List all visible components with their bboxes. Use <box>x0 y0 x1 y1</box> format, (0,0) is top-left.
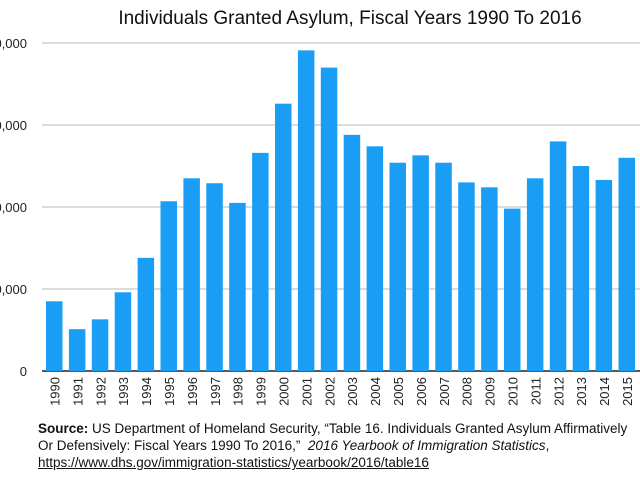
y-tick-label: 0 <box>20 364 27 379</box>
y-tick-label: 30,000 <box>0 118 27 133</box>
x-tick-label: 2009 <box>483 377 498 406</box>
x-tick-label: 2014 <box>597 377 612 406</box>
bar-2007 <box>435 162 452 371</box>
bar-chart: Individuals Granted Asylum, Fiscal Years… <box>0 8 640 406</box>
bar-1993 <box>114 292 132 371</box>
bar-1991 <box>68 329 86 371</box>
bar-2005 <box>389 162 406 371</box>
bar-1998 <box>229 202 246 371</box>
x-tick-label: 2013 <box>574 377 589 406</box>
source-note: Source: US Department of Homeland Securi… <box>38 420 640 471</box>
x-tick-label: 2008 <box>460 377 475 406</box>
x-tick-label: 1992 <box>93 377 108 406</box>
x-tick-label: 2010 <box>506 377 521 406</box>
bar-2010 <box>504 208 521 371</box>
source-comma: , <box>545 438 550 453</box>
bar-2015 <box>618 157 635 371</box>
bar-2012 <box>549 141 567 371</box>
x-tick-label: 2007 <box>437 377 452 406</box>
bar-2002 <box>320 67 338 371</box>
x-tick-label: 2012 <box>551 377 566 406</box>
bar-1990 <box>46 301 63 371</box>
bar-2000 <box>275 103 292 372</box>
bar-1995 <box>160 201 177 371</box>
source-publication: 2016 Yearbook of Immigration Statistics <box>307 438 546 453</box>
x-tick-label: 1996 <box>185 377 200 406</box>
x-tick-label: 2005 <box>391 377 406 406</box>
bar-2003 <box>343 134 361 371</box>
x-tick-label: 1998 <box>231 377 246 406</box>
x-tick-label: 1993 <box>116 377 131 406</box>
source-text: US Department of Homeland Security, “Tab… <box>38 421 628 453</box>
x-tick-label: 2001 <box>299 377 314 406</box>
bar-2008 <box>458 182 475 371</box>
source-label: Source: <box>38 421 89 436</box>
y-tick-label: 40,000 <box>0 36 27 51</box>
bar-2013 <box>572 166 590 371</box>
bar-1992 <box>91 319 109 371</box>
x-tick-label: 1990 <box>48 377 63 406</box>
x-tick-label: 2000 <box>277 377 292 406</box>
y-tick-label: 10,000 <box>0 282 27 297</box>
bar-1999 <box>252 152 269 371</box>
x-tick-label: 2006 <box>414 377 429 406</box>
bar-2004 <box>366 146 384 371</box>
chart-title: Individuals Granted Asylum, Fiscal Years… <box>118 8 581 29</box>
bar-1996 <box>183 178 200 371</box>
x-tick-label: 1991 <box>70 377 85 406</box>
bar-2014 <box>595 179 613 371</box>
x-tick-label: 1995 <box>162 377 177 406</box>
x-tick-label: 2003 <box>345 377 360 406</box>
x-tick-label: 2002 <box>322 377 337 406</box>
source-link[interactable]: https://www.dhs.gov/immigration-statisti… <box>38 455 429 470</box>
bar-1997 <box>206 183 223 371</box>
bar-2011 <box>526 178 544 371</box>
y-tick-label: 20,000 <box>0 200 27 215</box>
bar-2006 <box>412 155 429 371</box>
x-tick-label: 2011 <box>528 377 543 405</box>
bar-2009 <box>481 187 498 371</box>
x-tick-label: 2004 <box>368 377 383 406</box>
bar-2001 <box>297 50 315 371</box>
x-tick-label: 2015 <box>620 377 635 406</box>
bar-1994 <box>137 257 155 371</box>
x-tick-label: 1997 <box>208 377 223 406</box>
x-tick-label: 1994 <box>139 377 154 406</box>
x-tick-label: 1999 <box>254 377 269 406</box>
